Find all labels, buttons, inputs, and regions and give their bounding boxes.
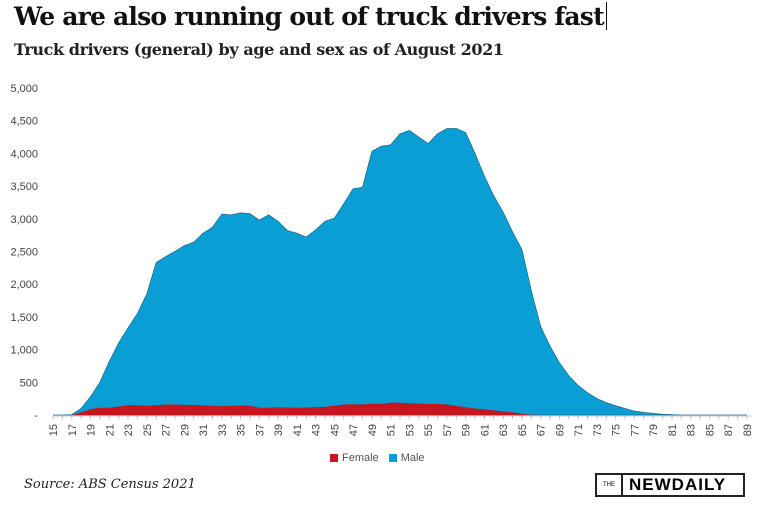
x-tick-label: 83	[686, 424, 698, 436]
x-tick-label: 23	[123, 424, 135, 436]
x-tick-label: 43	[311, 424, 323, 436]
x-tick-label: 19	[86, 424, 98, 436]
x-tick-label: 79	[648, 424, 660, 436]
x-tick-label: 49	[367, 424, 379, 436]
chart-subtitle: Truck drivers (general) by age and sex a…	[14, 40, 504, 59]
y-tick-label: 2,000	[10, 279, 38, 291]
x-tick-label: 21	[104, 424, 116, 436]
legend-item-male: Male	[388, 452, 425, 464]
x-tick-label: 57	[442, 424, 454, 436]
y-tick-label: 3,500	[10, 181, 38, 193]
female-swatch	[330, 454, 338, 462]
x-tick-label: 51	[386, 424, 398, 436]
x-tick-label: 55	[423, 424, 435, 436]
x-tick-label: 65	[517, 424, 529, 436]
x-tick-label: 27	[161, 424, 173, 436]
male-swatch	[388, 454, 397, 462]
area-chart: - 500 1,000 1,500 2,000 2,500 3,000 3,500 4,000 4…	[10, 83, 754, 436]
x-tick-label: 81	[667, 424, 679, 436]
y-tick-label: 4,000	[10, 148, 38, 160]
x-tick-label: 63	[498, 424, 510, 436]
y-tick-label: 5,000	[10, 83, 38, 95]
x-tick-label: 37	[254, 424, 266, 436]
legend: Female Male	[330, 452, 425, 464]
newdaily-logo: THE NEWDAILY	[595, 473, 745, 497]
x-tick-label: 31	[198, 424, 210, 436]
x-tick-label: 73	[592, 424, 604, 436]
x-tick-label: 67	[536, 424, 548, 436]
x-tick-label: 59	[461, 424, 473, 436]
y-tick-label: 1,000	[10, 345, 38, 357]
x-tick-label: 15	[48, 424, 60, 436]
x-tick-label: 33	[217, 424, 229, 436]
x-tick-label: 75	[611, 424, 623, 436]
x-tick-label: 29	[179, 424, 191, 436]
y-tick-label: 2,500	[10, 247, 38, 259]
x-tick-label: 35	[236, 424, 248, 436]
y-tick-label: -	[34, 410, 38, 422]
x-tick-label: 41	[292, 424, 304, 436]
y-tick-label: 500	[20, 377, 38, 389]
y-tick-label: 1,500	[10, 312, 38, 324]
series-area-female	[53, 402, 747, 415]
x-tick-label: 89	[742, 424, 754, 436]
legend-item-female: Female	[330, 452, 379, 464]
x-tick-label: 85	[704, 424, 716, 436]
legend-label: Female	[342, 452, 379, 464]
x-tick-label: 17	[67, 424, 79, 436]
title-text: We are also running out of truck drivers…	[14, 2, 605, 31]
logo-name: NEWDAILY	[629, 475, 727, 494]
x-tick-label: 71	[573, 424, 585, 436]
x-tick-label: 39	[273, 424, 285, 436]
legend-label: Male	[400, 452, 425, 464]
text-cursor	[605, 2, 607, 30]
x-tick-label: 69	[554, 424, 566, 436]
source-note: Source: ABS Census 2021	[24, 477, 196, 492]
x-tick-label: 25	[142, 424, 154, 436]
logo-the: THE	[597, 475, 623, 495]
x-tick-label: 77	[629, 424, 641, 436]
x-tick-label: 53	[404, 424, 416, 436]
x-tick-label: 87	[723, 424, 735, 436]
x-tick-label: 45	[329, 424, 341, 436]
x-tick-label: 61	[479, 424, 491, 436]
series-area-male	[53, 128, 747, 416]
y-tick-label: 3,000	[10, 214, 38, 226]
y-tick-label: 4,500	[10, 116, 38, 128]
chart-title: We are also running out of truck drivers…	[14, 2, 607, 31]
x-tick-label: 47	[348, 424, 360, 436]
